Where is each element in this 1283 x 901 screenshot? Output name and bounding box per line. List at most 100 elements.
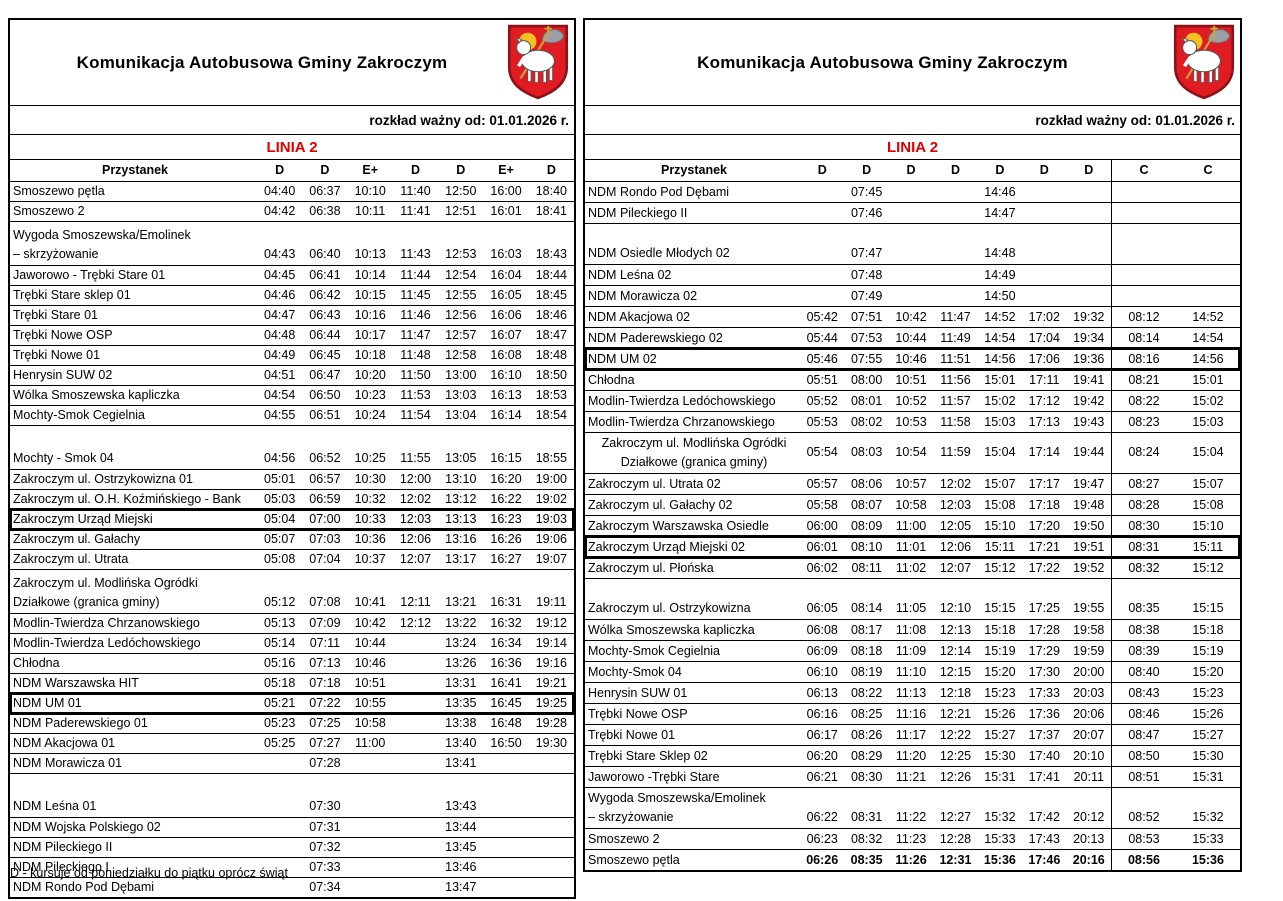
time-cell [393, 654, 438, 673]
time-cell: 04:56 [264, 451, 296, 465]
time-cell: 10:33 [354, 512, 386, 526]
time-cell: 10:14 [354, 268, 386, 282]
time-cell [257, 878, 302, 897]
time-cell: 08:01 [850, 393, 883, 408]
valid-from: rozkład ważny od: 01.01.2026 r. [585, 106, 1240, 135]
time-cell: 07:34 [309, 880, 341, 894]
time-cell: 14:54 [984, 330, 1016, 345]
time-cell: 12:06 [939, 539, 972, 554]
time-cell [1067, 224, 1111, 264]
table-row: Modlin-Twierdza Ledóchowskiego 05:14 07:11… [10, 634, 574, 654]
time-cell [393, 734, 438, 753]
column-header: E+ [362, 163, 379, 177]
time-cell [1110, 265, 1176, 285]
time-cell: 14:49 [984, 267, 1016, 282]
time-cell: 15:15 [1192, 601, 1224, 615]
time-cell: 08:14 [850, 601, 883, 615]
table-row: Jaworowo -Trębki Stare 06:21 08:30 11:21 12:… [585, 767, 1240, 788]
time-cell: 19:55 [1073, 601, 1105, 615]
time-cell: 19:50 [1073, 518, 1105, 533]
stop-name: Zakroczym ul. Ostrzykowizna [588, 601, 751, 615]
time-cell: 04:48 [264, 328, 296, 342]
time-cell: 19:47 [1073, 476, 1105, 491]
time-cell: 13:31 [445, 676, 477, 690]
time-cell [529, 838, 574, 857]
stop-name: NDM Pileckiego I [13, 860, 109, 874]
stop-name: Trębki Stare 01 [13, 308, 98, 322]
stop-name: Wygoda Smoszewska/Emolinek – skrzyżowanie [13, 228, 191, 261]
time-cell: 17:25 [1028, 601, 1060, 615]
time-cell: 19:44 [1073, 445, 1105, 459]
time-cell: 10:44 [895, 330, 927, 345]
page-title: Komunikacja Autobusowa Gminy Zakroczym [697, 52, 1068, 72]
time-cell: 12:07 [399, 552, 432, 566]
time-cell: 06:50 [309, 388, 341, 402]
stop-name: Wólka Smoszewska kapliczka [13, 388, 180, 402]
time-cell: 15:36 [983, 852, 1016, 867]
time-cell [483, 754, 528, 773]
time-cell: 16:03 [490, 247, 522, 261]
stop-name: Modlin-Twierdza Ledóchowskiego [588, 393, 776, 408]
time-cell [483, 858, 528, 877]
time-cell: 15:31 [984, 769, 1016, 784]
time-cell: 04:49 [264, 348, 296, 362]
time-cell [393, 634, 438, 653]
time-cell: 12:13 [939, 622, 972, 637]
time-cell: 08:07 [850, 497, 883, 512]
time-cell: 15:20 [1192, 664, 1224, 679]
time-cell: 14:56 [984, 351, 1016, 366]
time-cell [1110, 182, 1176, 202]
time-cell: 08:47 [1110, 725, 1176, 745]
time-cell: 06:09 [806, 643, 838, 658]
time-cell [393, 694, 438, 713]
time-cell: 10:46 [354, 656, 386, 670]
time-cell: 13:40 [445, 736, 477, 750]
stop-name: NDM Akacjowa 02 [588, 309, 691, 324]
time-cell: 08:53 [1110, 829, 1176, 849]
time-cell: 13:04 [445, 408, 477, 422]
stop-name: Zakroczym ul. Utrata 02 [588, 476, 721, 491]
time-cell: 07:46 [850, 205, 883, 220]
time-cell: 08:56 [1110, 850, 1176, 870]
time-cell: 14:50 [984, 288, 1016, 303]
time-cell [529, 878, 574, 897]
time-cell: 19:07 [535, 552, 567, 566]
time-cell: 12:11 [400, 595, 431, 609]
time-cell: 05:57 [806, 476, 838, 491]
time-cell: 07:45 [850, 184, 883, 199]
time-cell: 11:40 [400, 184, 431, 198]
time-cell: 15:11 [984, 539, 1016, 554]
stop-name: NDM UM 01 [13, 696, 82, 710]
timetable-right: Komunikacja Autobusowa Gminy Zakroczym r… [583, 18, 1242, 872]
stop-name: NDM Akacjowa 01 [13, 736, 116, 750]
stop-name: NDM Rondo Pod Dębami [13, 880, 155, 894]
time-cell: 16:20 [490, 472, 522, 486]
time-cell: 11:55 [400, 451, 431, 465]
time-cell: 15:01 [1192, 372, 1224, 387]
rows-container: NDM Rondo Pod Dębami 07:45 14:46 NDM Pileck… [584, 182, 1241, 870]
table-row: NDM Rondo Pod Dębami 07:45 14:46 [585, 182, 1240, 203]
time-cell: 06:57 [309, 472, 341, 486]
table-row: Wólka Smoszewska kapliczka 06:08 08:17 11:0… [585, 620, 1240, 641]
time-cell: 05:46 [806, 351, 838, 366]
table-row: Henrysin SUW 02 04:51 06:47 10:20 11:50 13:00… [10, 366, 574, 386]
time-cell [1110, 203, 1176, 223]
column-header: D [862, 163, 872, 177]
table-row: NDM Wojska Polskiego 02 07:31 13:44 [10, 818, 574, 838]
time-cell: 11:50 [400, 368, 431, 382]
time-cell: 13:41 [445, 756, 477, 770]
time-cell: 11:59 [940, 445, 971, 459]
time-cell: 15:10 [1192, 518, 1224, 533]
stop-name: Mochty - Smok 04 [13, 451, 114, 465]
time-cell: 05:16 [264, 656, 296, 670]
time-cell: 19:34 [1073, 330, 1105, 345]
time-cell [348, 774, 393, 817]
time-cell: 12:21 [939, 706, 972, 721]
time-cell: 05:52 [806, 393, 838, 408]
time-cell: 17:33 [1028, 685, 1060, 700]
time-cell: 12:54 [445, 268, 477, 282]
table-row: NDM Rondo Pod Dębami 07:34 13:47 [10, 878, 574, 897]
time-cell: 08:50 [1110, 746, 1176, 766]
time-cell [889, 265, 933, 285]
table-row: Chłodna 05:16 07:13 10:46 13:26 16:36 19:16 [10, 654, 574, 674]
